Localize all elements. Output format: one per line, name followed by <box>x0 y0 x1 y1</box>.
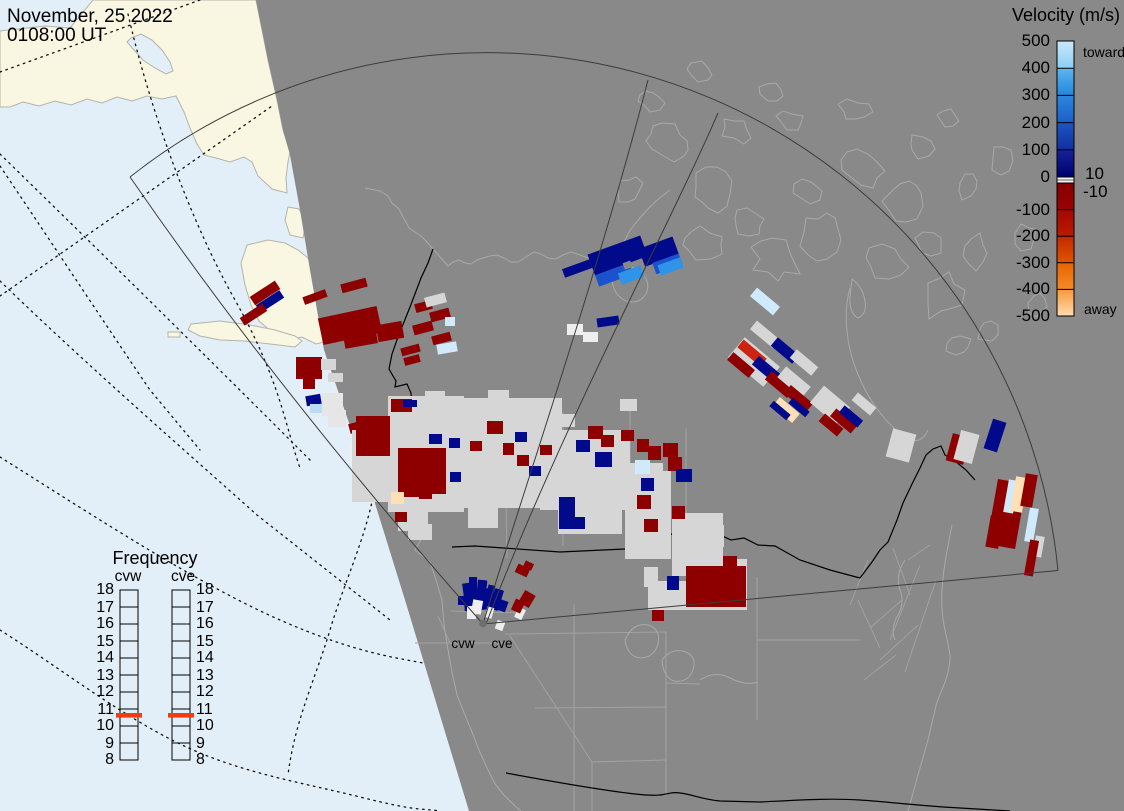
svg-text:18: 18 <box>196 581 214 598</box>
svg-text:10: 10 <box>96 717 114 734</box>
svg-text:15: 15 <box>196 633 214 650</box>
svg-text:16: 16 <box>196 615 214 632</box>
svg-text:200: 200 <box>1022 113 1050 132</box>
svg-text:-300: -300 <box>1016 253 1050 272</box>
svg-text:0108:00 UT: 0108:00 UT <box>7 25 107 46</box>
svg-text:8: 8 <box>105 751 114 768</box>
svg-text:10: 10 <box>1085 164 1104 183</box>
svg-text:14: 14 <box>196 649 214 666</box>
svg-text:cvw: cvw <box>115 568 143 585</box>
svg-text:away: away <box>1084 301 1117 317</box>
svg-text:9: 9 <box>105 735 114 752</box>
svg-text:11: 11 <box>97 701 114 718</box>
svg-text:100: 100 <box>1022 140 1050 159</box>
svg-text:9: 9 <box>196 735 205 752</box>
svg-text:12: 12 <box>196 683 214 700</box>
svg-text:16: 16 <box>96 615 114 632</box>
svg-text:13: 13 <box>96 667 114 684</box>
svg-text:13: 13 <box>196 667 214 684</box>
svg-text:-200: -200 <box>1016 226 1050 245</box>
svg-text:-10: -10 <box>1083 182 1108 201</box>
svg-text:8: 8 <box>196 751 205 768</box>
svg-text:11: 11 <box>196 701 213 718</box>
svg-text:400: 400 <box>1022 58 1050 77</box>
svg-text:17: 17 <box>196 599 214 616</box>
svg-text:-400: -400 <box>1016 279 1050 298</box>
svg-text:500: 500 <box>1022 31 1050 50</box>
svg-text:14: 14 <box>96 649 114 666</box>
svg-text:Frequency: Frequency <box>112 548 197 568</box>
svg-text:17: 17 <box>96 599 114 616</box>
svg-text:10: 10 <box>196 717 214 734</box>
svg-text:-500: -500 <box>1016 306 1050 325</box>
svg-text:cvw: cvw <box>451 636 475 651</box>
svg-text:Velocity (m/s): Velocity (m/s) <box>1012 5 1120 25</box>
svg-text:-100: -100 <box>1016 200 1050 219</box>
svg-text:toward: toward <box>1083 44 1124 60</box>
svg-text:November, 25 2022: November, 25 2022 <box>7 6 173 27</box>
svg-text:18: 18 <box>96 581 114 598</box>
svg-text:cve: cve <box>491 636 512 651</box>
svg-text:0: 0 <box>1041 167 1050 186</box>
svg-text:cve: cve <box>171 568 195 585</box>
svg-text:300: 300 <box>1022 85 1050 104</box>
svg-text:15: 15 <box>96 633 114 650</box>
svg-text:12: 12 <box>96 683 114 700</box>
